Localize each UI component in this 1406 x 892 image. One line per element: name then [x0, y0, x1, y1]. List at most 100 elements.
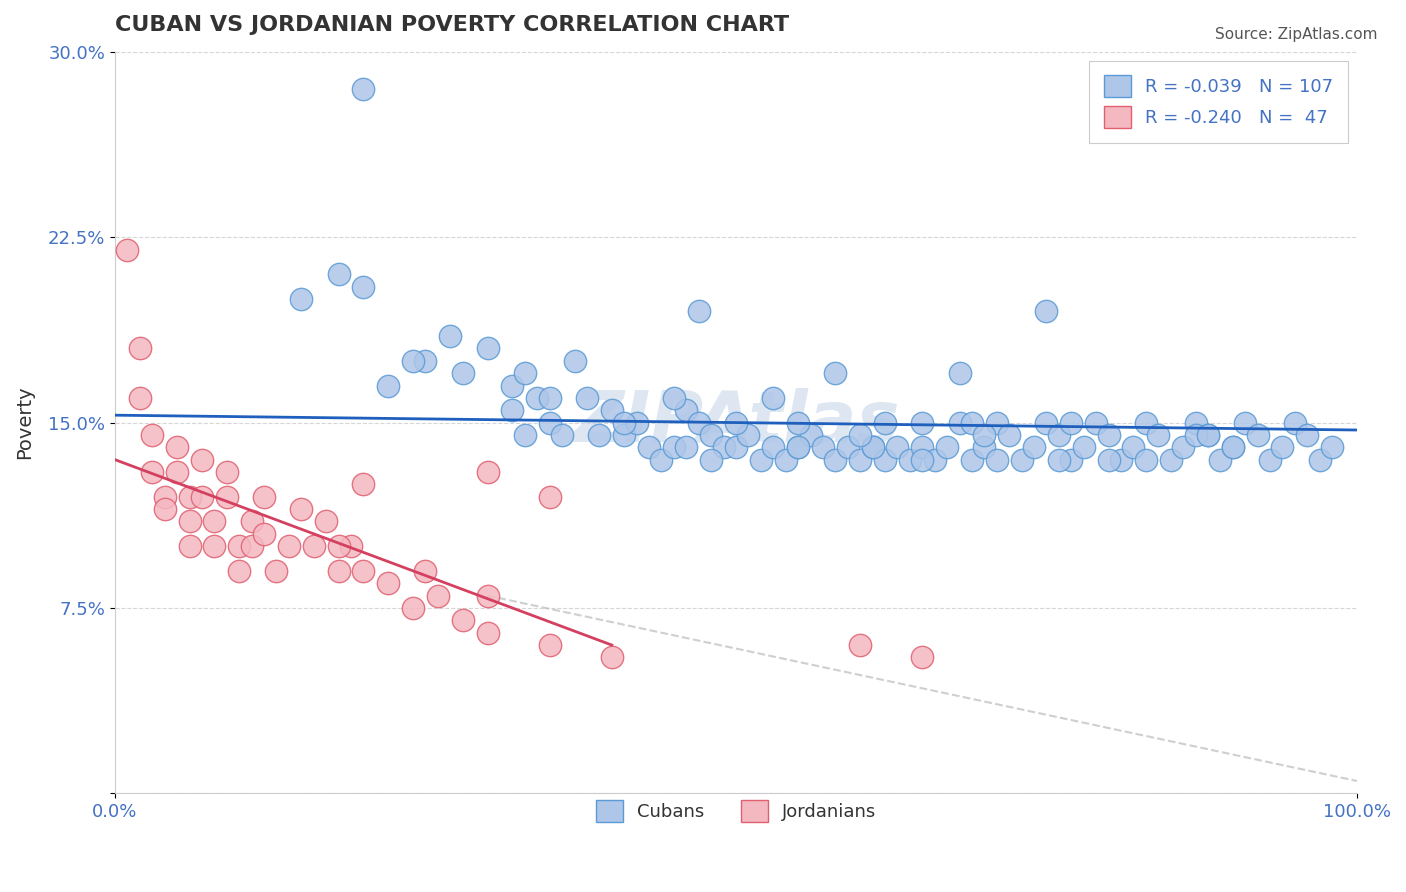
- Point: [762, 391, 785, 405]
- Point: [1320, 440, 1343, 454]
- Point: [228, 539, 250, 553]
- Point: [924, 452, 946, 467]
- Point: [849, 638, 872, 652]
- Point: [477, 625, 499, 640]
- Point: [1073, 440, 1095, 454]
- Point: [1184, 416, 1206, 430]
- Point: [1197, 428, 1219, 442]
- Point: [960, 452, 983, 467]
- Point: [1097, 428, 1119, 442]
- Point: [911, 452, 934, 467]
- Point: [948, 416, 970, 430]
- Point: [837, 440, 859, 454]
- Point: [1011, 452, 1033, 467]
- Point: [1160, 452, 1182, 467]
- Point: [538, 490, 561, 504]
- Point: [749, 452, 772, 467]
- Point: [973, 428, 995, 442]
- Point: [600, 650, 623, 665]
- Point: [799, 428, 821, 442]
- Point: [128, 391, 150, 405]
- Point: [290, 292, 312, 306]
- Point: [675, 440, 697, 454]
- Point: [762, 440, 785, 454]
- Point: [650, 452, 672, 467]
- Point: [998, 428, 1021, 442]
- Point: [153, 502, 176, 516]
- Point: [986, 452, 1008, 467]
- Point: [873, 452, 896, 467]
- Point: [141, 465, 163, 479]
- Point: [426, 589, 449, 603]
- Point: [886, 440, 908, 454]
- Point: [1209, 452, 1232, 467]
- Point: [775, 452, 797, 467]
- Point: [960, 416, 983, 430]
- Point: [253, 490, 276, 504]
- Point: [1135, 416, 1157, 430]
- Point: [948, 366, 970, 380]
- Point: [662, 440, 685, 454]
- Point: [377, 576, 399, 591]
- Point: [873, 416, 896, 430]
- Point: [700, 452, 723, 467]
- Point: [626, 416, 648, 430]
- Point: [564, 353, 586, 368]
- Point: [1197, 428, 1219, 442]
- Point: [315, 515, 337, 529]
- Point: [737, 428, 759, 442]
- Point: [128, 342, 150, 356]
- Text: Source: ZipAtlas.com: Source: ZipAtlas.com: [1215, 27, 1378, 42]
- Point: [191, 452, 214, 467]
- Point: [824, 452, 846, 467]
- Point: [1122, 440, 1144, 454]
- Point: [328, 539, 350, 553]
- Point: [600, 403, 623, 417]
- Point: [402, 353, 425, 368]
- Point: [575, 391, 598, 405]
- Point: [501, 378, 523, 392]
- Point: [1309, 452, 1331, 467]
- Point: [141, 428, 163, 442]
- Point: [1171, 440, 1194, 454]
- Point: [513, 366, 536, 380]
- Point: [191, 490, 214, 504]
- Point: [352, 477, 374, 491]
- Point: [179, 490, 201, 504]
- Point: [117, 243, 139, 257]
- Point: [973, 440, 995, 454]
- Point: [477, 589, 499, 603]
- Point: [328, 267, 350, 281]
- Point: [179, 515, 201, 529]
- Point: [477, 342, 499, 356]
- Point: [787, 416, 810, 430]
- Point: [613, 416, 636, 430]
- Point: [340, 539, 363, 553]
- Point: [824, 366, 846, 380]
- Point: [402, 601, 425, 615]
- Point: [849, 428, 872, 442]
- Point: [724, 416, 747, 430]
- Point: [538, 391, 561, 405]
- Point: [179, 539, 201, 553]
- Point: [1246, 428, 1268, 442]
- Point: [1035, 416, 1057, 430]
- Point: [551, 428, 574, 442]
- Point: [700, 428, 723, 442]
- Point: [811, 440, 834, 454]
- Point: [1135, 452, 1157, 467]
- Point: [415, 353, 437, 368]
- Point: [1296, 428, 1319, 442]
- Point: [240, 539, 263, 553]
- Point: [153, 490, 176, 504]
- Point: [688, 416, 710, 430]
- Point: [638, 440, 661, 454]
- Legend: Cubans, Jordanians: Cubans, Jordanians: [581, 785, 891, 836]
- Point: [215, 490, 238, 504]
- Point: [1147, 428, 1170, 442]
- Point: [1258, 452, 1281, 467]
- Point: [613, 428, 636, 442]
- Point: [787, 440, 810, 454]
- Point: [849, 452, 872, 467]
- Point: [477, 465, 499, 479]
